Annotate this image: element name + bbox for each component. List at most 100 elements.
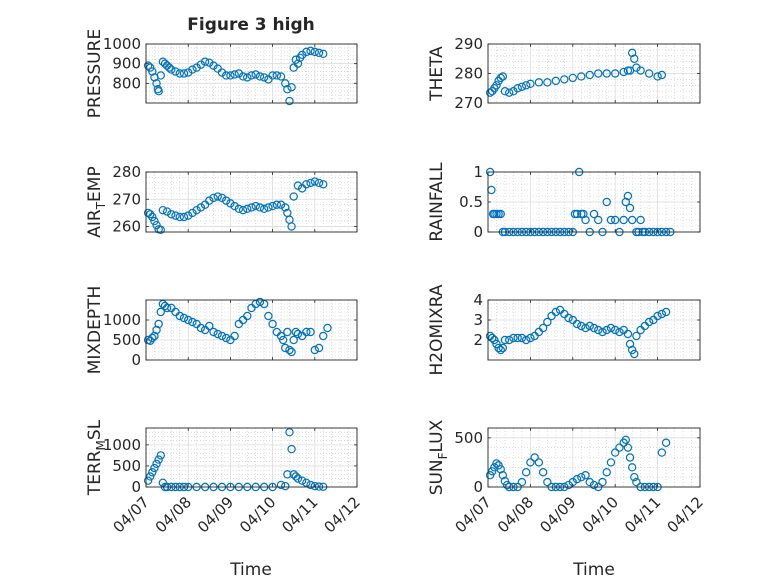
series-pressure [143,46,328,106]
data-point [289,335,298,345]
data-point [615,327,624,337]
data-point [230,201,239,211]
data-point [517,82,527,91]
data-point [287,222,296,231]
plot-area [146,44,357,103]
major-grid [146,172,357,232]
data-point [259,204,269,214]
data-point [196,60,206,69]
data-point [577,472,586,482]
data-point [281,343,290,353]
data-point [154,319,163,329]
data-point [632,477,641,487]
y-axis-label: PRESSURE [85,29,105,118]
x-tick-label: 04/12 [664,493,707,536]
data-point [196,323,206,333]
data-point [171,211,180,220]
data-point [221,71,231,80]
data-point [661,307,671,317]
data-point [146,63,155,72]
data-point [585,321,594,331]
data-point [496,209,505,219]
data-point [606,323,616,333]
data-point [243,311,252,321]
data-point [577,321,586,331]
data-point [594,325,603,335]
data-point [496,345,505,355]
y-tick-label: 4 [473,291,483,309]
y-tick-label: 1000 [103,436,141,454]
axes-box [145,171,358,233]
data-point [192,205,201,215]
data-point [627,345,637,355]
data-point [314,343,324,353]
data-point [606,458,616,467]
data-point [543,317,552,327]
data-point [302,180,311,189]
data-point [272,200,282,209]
data-point [255,203,265,212]
data-point [564,480,573,490]
data-point [509,333,518,343]
y-axis-label: H2OMIXRA [427,284,447,375]
data-point [589,209,599,219]
data-point [632,331,641,341]
y-tick-label: 1000 [103,35,141,53]
data-point [243,73,252,82]
series-mixdepth [143,297,332,357]
data-point [259,73,269,82]
data-point [247,203,256,212]
data-point [213,329,222,339]
y-tick-label: 0 [131,478,141,496]
data-point [314,178,324,188]
data-point [585,477,594,487]
axes-box [145,427,358,488]
data-point [543,477,552,487]
data-point [230,331,239,341]
data-point [496,465,505,474]
data-point [498,343,508,353]
data-point [209,61,218,70]
data-point [598,477,607,487]
data-point [492,81,501,90]
major-grid [488,172,700,232]
data-point [513,84,522,93]
data-point [200,57,210,66]
x-tick-label: 04/09 [536,493,579,536]
data-point [213,192,222,201]
data-point [148,67,157,76]
data-point [154,86,163,96]
data-point [175,311,184,321]
data-point [627,48,637,58]
y-tick-label: 280 [112,163,141,181]
data-point [594,69,603,78]
data-point [602,197,611,207]
data-point [209,193,218,203]
y-axis-label: SUNFLUX [427,419,450,495]
series-h2omixra [485,305,671,359]
data-point [625,203,635,213]
data-point [297,476,307,485]
data-point [485,471,495,480]
data-point [175,212,184,222]
data-point [644,317,654,327]
data-point [306,327,315,337]
data-point [247,71,256,80]
data-point [146,210,155,219]
data-point [509,86,518,96]
data-point [183,315,193,325]
data-point [196,203,206,212]
data-point [287,83,296,92]
data-point [657,70,667,80]
data-point [517,477,527,487]
x-tick-label: 04/10 [579,493,622,536]
data-point [611,215,620,225]
data-point [611,69,620,78]
data-point [630,472,639,482]
data-point [500,335,510,345]
data-point [630,54,639,63]
y-axis-label: AIRTEMP [85,166,108,237]
